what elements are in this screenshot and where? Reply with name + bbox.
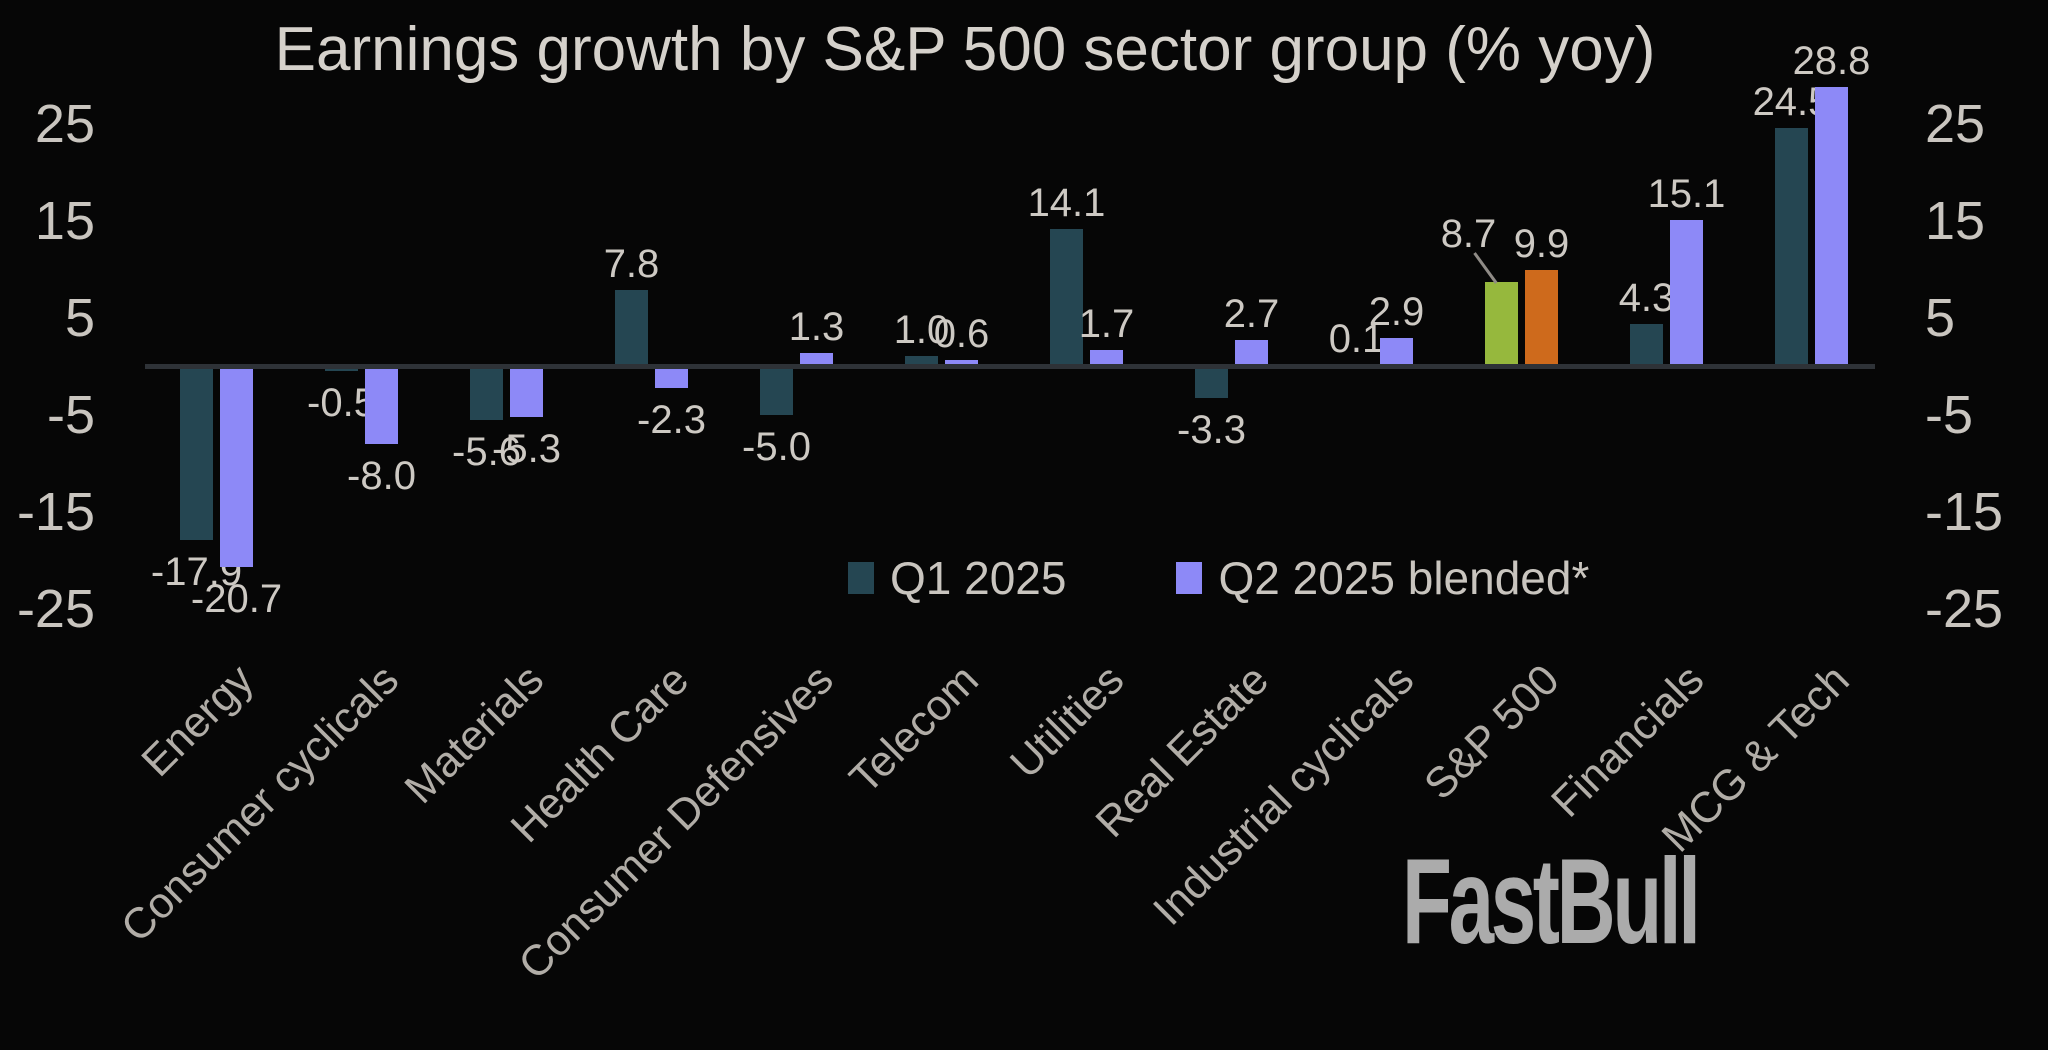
bar-q2-2025-blended-health-care — [655, 366, 688, 389]
legend-swatch-q1-2025 — [848, 562, 874, 594]
legend-item-q1-2025: Q1 2025 — [848, 550, 1066, 606]
legend-label-q1-2025: Q1 2025 — [890, 552, 1067, 604]
legend-label-q2-2025-blended: Q2 2025 blended* — [1218, 552, 1590, 604]
y-tick-left-5: 5 — [64, 287, 95, 348]
bar-q2-2025-blended-consumer-cyclicals — [365, 366, 398, 444]
value-label-q2-2025-blended-telecom: 0.6 — [933, 312, 990, 357]
value-label-q1-2025-health-care: 7.8 — [603, 242, 660, 287]
bar-q2-2025-blended-energy — [220, 366, 253, 567]
legend-item-q2-2025-blended: Q2 2025 blended* — [1176, 550, 1589, 606]
x-label-energy: Energy — [132, 655, 264, 786]
value-label-q1-2025-s-p-500: 8.7 — [1440, 211, 1497, 256]
value-label-q1-2025-real-estate: -3.3 — [1177, 408, 1246, 452]
x-axis-zero-line — [145, 364, 1875, 369]
y-tick-left-5: -5 — [46, 384, 95, 445]
y-tick-right-5: -5 — [1925, 384, 1974, 445]
bar-q2-2025-blended-industrial-cyclicals — [1380, 337, 1413, 366]
bar-q1-2025-financials — [1630, 324, 1663, 366]
bar-q1-2025-energy — [180, 366, 213, 540]
bar-q1-2025-s-p-500 — [1485, 281, 1518, 366]
y-tick-left-15: -15 — [16, 481, 95, 542]
y-tick-right-25: 25 — [1925, 93, 1986, 154]
bar-q2-2025-blended-materials — [510, 366, 543, 418]
x-label-telecom: Telecom — [840, 655, 989, 803]
legend-swatch-q2-2025-blended — [1176, 562, 1203, 594]
value-label-q2-2025-blended-mcg-tech: 28.8 — [1792, 38, 1871, 83]
value-label-q2-2025-blended-consumer-defensives: 1.3 — [788, 305, 845, 350]
value-label-q2-2025-blended-energy: -20.7 — [190, 576, 283, 621]
y-tick-right-15: -15 — [1925, 481, 2004, 542]
bar-q1-2025-real-estate — [1195, 366, 1228, 398]
fastbull-logo: FastBull — [1402, 833, 1701, 969]
value-label-q2-2025-blended-utilities: 1.7 — [1078, 301, 1135, 346]
y-tick-left-25: 25 — [34, 93, 95, 154]
bar-q1-2025-mcg-tech — [1775, 128, 1808, 366]
value-label-q2-2025-blended-real-estate: 2.7 — [1223, 291, 1280, 336]
legend: Q1 2025 Q2 2025 blended* — [848, 550, 1589, 606]
bar-q1-2025-telecom — [905, 356, 938, 366]
x-label-consumer-cyclicals: Consumer cyclicals — [112, 655, 409, 952]
y-tick-left-15: 15 — [34, 190, 95, 251]
bar-q2-2025-blended-mcg-tech — [1815, 86, 1848, 366]
value-label-q1-2025-telecom: 1.0 — [893, 308, 950, 353]
y-tick-right-5: 5 — [1925, 287, 1956, 348]
bar-q2-2025-blended-real-estate — [1235, 339, 1268, 366]
y-tick-left-25: -25 — [16, 578, 95, 639]
bar-q1-2025-materials — [470, 366, 503, 421]
value-label-q1-2025-utilities: 14.1 — [1027, 181, 1106, 226]
value-label-q1-2025-consumer-defensives: -5.0 — [742, 424, 811, 469]
chart-title: Earnings growth by S&P 500 sector group … — [274, 15, 1656, 84]
y-tick-right-15: 15 — [1925, 190, 1986, 251]
bar-q2-2025-blended-consumer-defensives — [800, 353, 833, 366]
value-label-q1-2025-financials: 4.3 — [1618, 276, 1675, 321]
value-label-q1-2025-industrial-cyclicals: 0.1 — [1328, 316, 1385, 361]
value-label-q2-2025-blended-consumer-cyclicals: -8.0 — [347, 453, 416, 498]
value-label-q1-2025-materials: -5.6 — [452, 430, 521, 475]
bar-q2-2025-blended-telecom — [945, 360, 978, 366]
value-label-q1-2025-consumer-cyclicals: -0.5 — [307, 380, 376, 425]
value-label-q2-2025-blended-health-care: -2.3 — [637, 398, 706, 443]
x-label-industrial-cyclicals: Industrial cyclicals — [1144, 655, 1424, 935]
value-label-q1-2025-mcg-tech: 24.5 — [1752, 80, 1831, 125]
value-label-q2-2025-blended-s-p-500: 9.9 — [1513, 221, 1570, 266]
x-label-utilities: Utilities — [1001, 655, 1134, 788]
value-label-q2-2025-blended-materials: -5.3 — [492, 427, 561, 472]
value-label-q2-2025-blended-financials: 15.1 — [1647, 171, 1726, 216]
y-tick-right-25: -25 — [1925, 578, 2004, 639]
bar-q2-2025-blended-financials — [1670, 219, 1703, 366]
bar-q1-2025-utilities — [1050, 229, 1083, 366]
bar-q1-2025-health-care — [615, 290, 648, 366]
value-label-q2-2025-blended-industrial-cyclicals: 2.9 — [1368, 289, 1425, 334]
bar-q2-2025-blended-utilities — [1090, 349, 1123, 366]
bar-q1-2025-consumer-defensives — [760, 366, 793, 415]
bar-q2-2025-blended-s-p-500 — [1525, 269, 1558, 366]
